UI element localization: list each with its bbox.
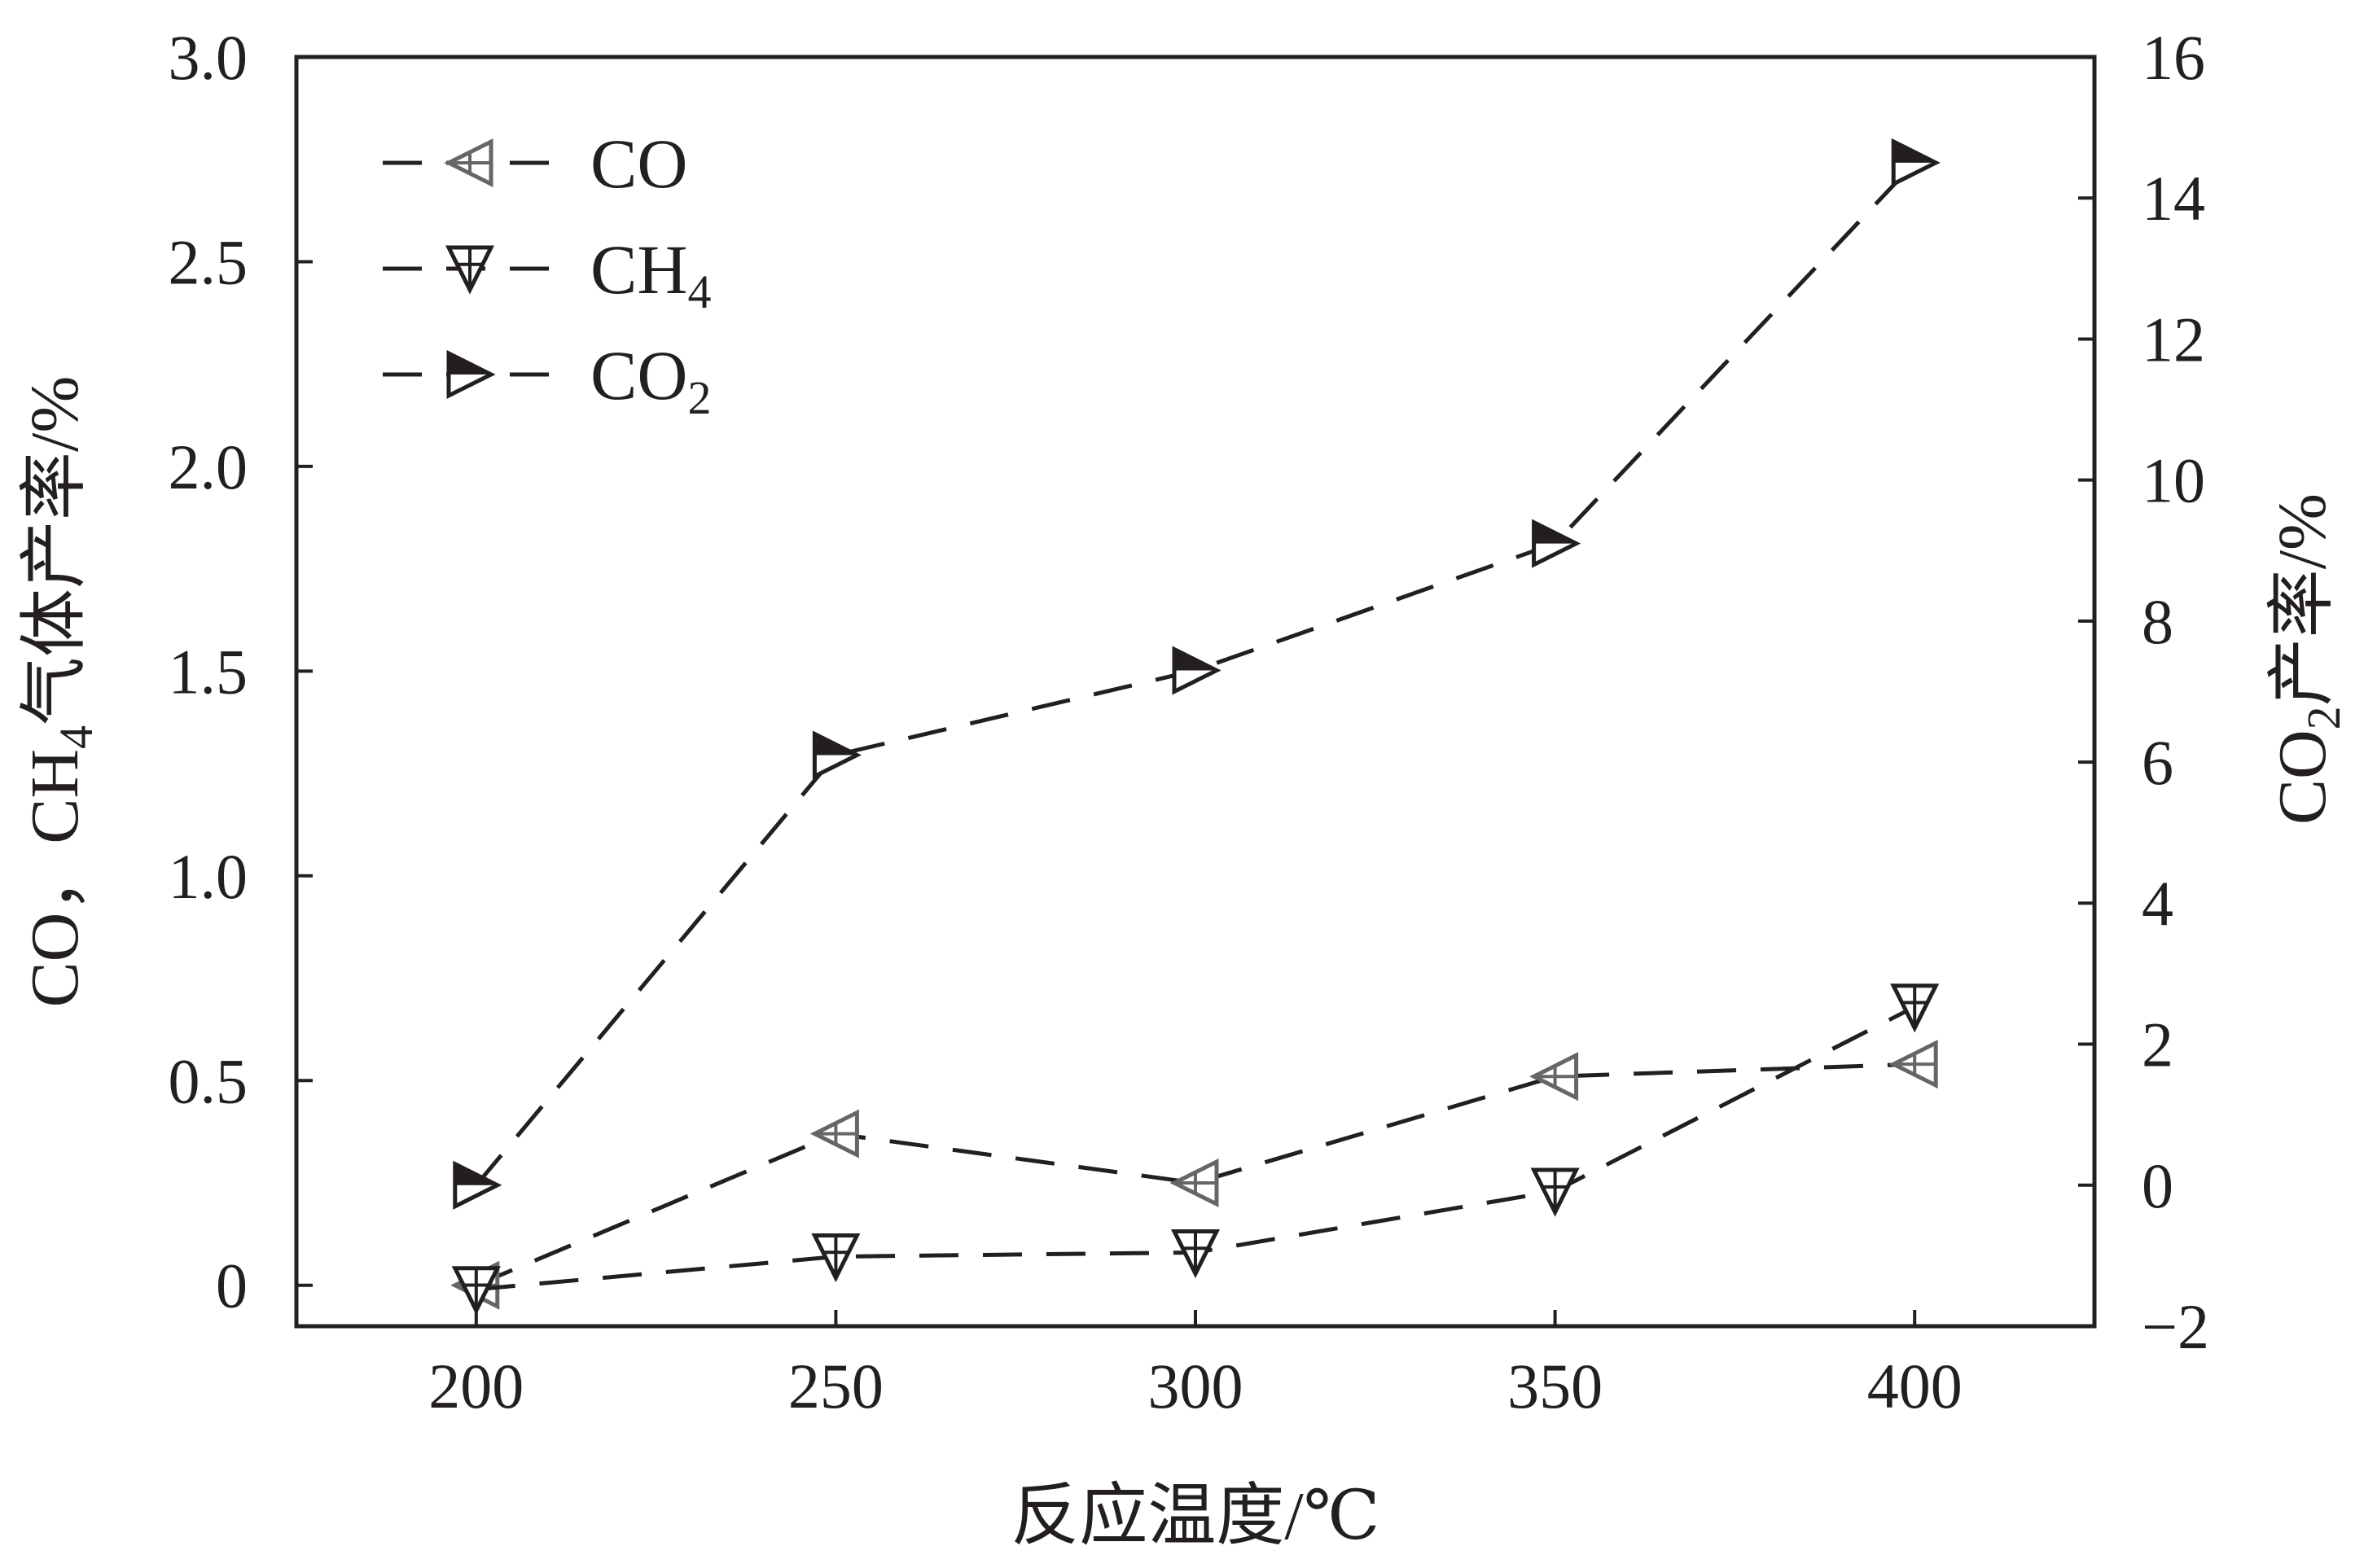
series-layer [450, 138, 1941, 1316]
right-y-tick-label: −2 [2142, 1291, 2209, 1362]
right-y-tick-label: 6 [2142, 727, 2173, 798]
legend: CO CH4 CO2 [383, 125, 711, 424]
ch4-point [451, 1266, 501, 1316]
right-y-tick-label: 4 [2142, 868, 2173, 939]
co2-point [453, 1160, 502, 1210]
co2-point [1172, 646, 1221, 695]
co-point [1888, 1040, 1938, 1089]
co2-line [474, 161, 1917, 1187]
right-y-tick-label: 0 [2142, 1150, 2173, 1221]
ch4-point [1170, 1229, 1221, 1279]
co-legend-marker [444, 138, 493, 188]
co2-point [1532, 519, 1581, 568]
right-y-tick-label: 10 [2142, 445, 2205, 516]
co2-point [812, 730, 862, 780]
co2-legend-marker [446, 349, 496, 400]
co-point [809, 1109, 859, 1158]
co-legend-label: CO [590, 125, 687, 203]
left-y-tick-label: 2.0 [169, 431, 248, 502]
ch4-point [1530, 1167, 1580, 1217]
x-tick-label: 350 [1507, 1351, 1603, 1421]
axis-titles: 反应温度/℃ CO，CH4气体产率/% CO2产率/% [17, 376, 2350, 1554]
ch4-point [811, 1233, 861, 1283]
right-y-tick-label: 12 [2142, 304, 2205, 374]
left-y-tick-label: 1.5 [169, 636, 248, 707]
left-y-tick-label: 0 [216, 1250, 248, 1321]
left-y-axis-title: CO，CH4气体产率/% [17, 376, 103, 1008]
ch4-legend-label: CH4 [590, 230, 711, 318]
co2-legend-label: CO2 [590, 336, 711, 424]
right-y-tick-label: 14 [2142, 163, 2205, 234]
x-tick-label: 400 [1867, 1351, 1963, 1421]
x-axis-title: 反应温度/℃ [1011, 1478, 1379, 1554]
right-y-axis-title: CO2产率/% [2265, 493, 2350, 825]
co2-point [1891, 138, 1941, 187]
co-point [1529, 1052, 1579, 1102]
co-point [1169, 1158, 1219, 1208]
left-y-tick-label: 1.0 [169, 841, 248, 912]
left-y-tick-label: 0.5 [169, 1045, 248, 1116]
x-tick-label: 300 [1148, 1351, 1243, 1421]
ch4-legend-marker [445, 245, 495, 295]
left-y-tick-label: 3.0 [169, 22, 248, 93]
axes: 200 250 300 350 400 0 0.5 1.0 1.5 2.0 2.5 3.0 −2 0 2 4 6… [169, 22, 2210, 1421]
right-y-tick-label: 2 [2142, 1010, 2173, 1080]
left-y-tick-label: 2.5 [169, 226, 248, 297]
x-tick-label: 200 [428, 1351, 524, 1421]
right-y-tick-label: 8 [2142, 586, 2173, 657]
x-tick-label: 250 [788, 1351, 884, 1421]
plot-frame [294, 55, 2097, 1329]
co-line [475, 1062, 1915, 1288]
ch4-point [1890, 983, 1940, 1033]
right-y-tick-label: 16 [2142, 22, 2205, 93]
